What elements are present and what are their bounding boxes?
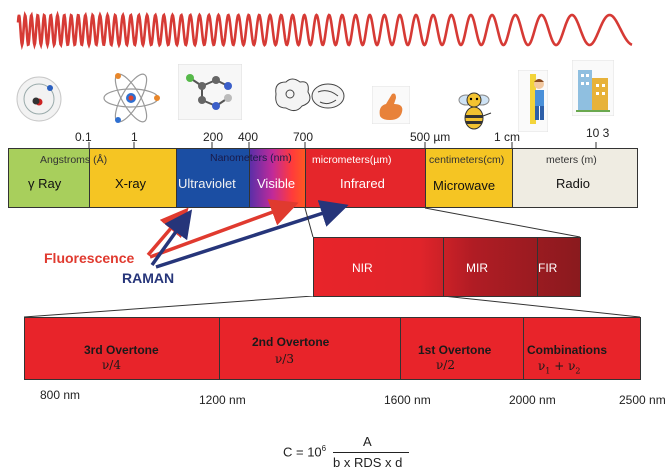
scale-tick: 1	[131, 130, 138, 144]
region-fir: FIR	[538, 261, 558, 275]
unit-angstroms: Angstroms (Å)	[40, 154, 108, 166]
bee-icon	[458, 92, 492, 130]
band-radio	[512, 148, 638, 208]
band-infrared	[305, 148, 426, 208]
unit-micrometers: micrometers(µm)	[312, 154, 392, 166]
wave-graphic	[16, 10, 633, 51]
band-gamma	[8, 148, 90, 208]
formula-fraction-bar	[333, 452, 409, 453]
overtone-1st-sub: ν/2	[436, 358, 455, 372]
nm-label: 1600 nm	[384, 393, 431, 407]
overtone-1st-label: 1st Overtone	[418, 343, 492, 357]
band-visible	[249, 148, 306, 208]
formula-exponent: 6	[321, 444, 327, 453]
scale-tick: 200	[203, 130, 224, 144]
band-label-visible: Visible	[257, 176, 296, 191]
formula-lhs: C = 106	[283, 444, 326, 459]
atom-model-icon	[103, 73, 160, 123]
raman-label: RAMAN	[122, 270, 175, 286]
scale-tick: 10 3	[586, 126, 610, 140]
formula-numerator: A	[363, 434, 372, 449]
formula-lhs-text: C = 10	[283, 444, 322, 460]
raman-arrow-uv	[150, 209, 193, 267]
nm-label: 800 nm	[40, 388, 81, 402]
overtone-3rd-label: 3rd Overtone	[84, 343, 159, 357]
person-icon	[518, 70, 548, 132]
scale-tick: 400	[238, 130, 259, 144]
ir-divider	[537, 237, 538, 297]
overtone-2nd-label: 2nd Overtone	[252, 335, 330, 349]
overtone-2nd-sub: ν/3	[275, 352, 294, 366]
scale-tick: 1 cm	[494, 130, 521, 144]
unit-centimeters: centimeters(cm)	[429, 154, 505, 166]
overtone-bar	[24, 317, 641, 380]
combinations-label: Combinations	[527, 343, 607, 357]
building-icon	[572, 60, 614, 116]
unit-meters: meters (m)	[546, 154, 597, 166]
nm-label: 2000 nm	[509, 393, 556, 407]
band-label-gamma: γ Ray	[28, 176, 62, 191]
region-nir: NIR	[352, 261, 373, 275]
ir-divider	[443, 237, 444, 297]
band-label-xray: X-ray	[115, 176, 147, 191]
band-label-microwave: Microwave	[433, 178, 496, 193]
overtone-3rd-sub: ν/4	[102, 358, 121, 372]
nm-label: 1200 nm	[199, 393, 246, 407]
raman-arrow-ir	[155, 200, 349, 269]
band-microwave	[425, 148, 513, 208]
scale-tick: 0.1	[75, 130, 92, 144]
tick-marks	[88, 142, 597, 149]
combinations-sub: ν1 + ν2	[538, 359, 581, 376]
zoom-lines	[23, 296, 641, 318]
overtone-divider	[400, 317, 401, 380]
band-ultraviolet	[176, 148, 250, 208]
band-label-ultraviolet: Ultraviolet	[178, 176, 236, 191]
fluorescence-arrow-visible	[149, 199, 299, 259]
region-mir: MIR	[466, 261, 488, 275]
fluorescence-arrow-uv	[146, 207, 189, 257]
overtone-divider	[219, 317, 220, 380]
arrows-layer	[146, 199, 581, 269]
hand-icon	[372, 86, 410, 124]
fluorescence-label: Fluorescence	[44, 250, 135, 266]
band-label-infrared: Infrared	[340, 176, 385, 191]
band-xray	[89, 148, 177, 208]
band-label-radio: Radio	[556, 176, 590, 191]
cells-icon	[275, 78, 345, 112]
nm-label: 2500 nm	[619, 393, 666, 407]
unit-nanometers: Nanometers (nm)	[210, 152, 292, 164]
scale-tick: 500 µm	[410, 130, 451, 144]
molecule-icon	[178, 64, 242, 120]
overtone-divider	[523, 317, 524, 380]
atom-orbit-icon	[16, 76, 62, 122]
formula-denominator: b x RDS x d	[333, 455, 403, 470]
scale-tick: 700	[293, 130, 314, 144]
